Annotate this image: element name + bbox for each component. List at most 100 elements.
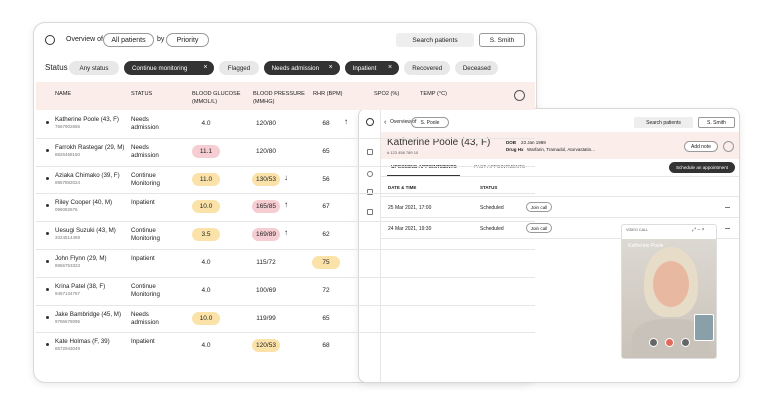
- row-menu[interactable]: [725, 228, 730, 229]
- call-control[interactable]: [665, 338, 674, 347]
- patient-id: 8826458150: [55, 151, 81, 157]
- bp-trend: ↓: [284, 172, 288, 182]
- row-divider: [36, 193, 535, 195]
- patient-status: Needs admission: [131, 143, 159, 159]
- patient-name: Kate Holmas (F, 39): [55, 338, 110, 346]
- vital-value: 120/53: [252, 339, 280, 353]
- tab[interactable]: UPCOMING APPOINTMENTS: [391, 165, 457, 170]
- vital-value: 10.0: [192, 200, 220, 214]
- row-bullet: [46, 343, 49, 347]
- patient-name: Krina Patel (38, F): [55, 282, 106, 290]
- dob-label: DOB: [506, 140, 516, 145]
- patient-select[interactable]: S. Poole: [411, 117, 449, 128]
- patient-status: Inpatient: [131, 255, 155, 262]
- add-note-button[interactable]: Add note: [684, 141, 718, 152]
- patient-name: Farrokh Rastegar (29, M): [55, 143, 125, 151]
- drug-label: Drug Hx: [506, 147, 524, 152]
- patient-id: 6572943049: [55, 346, 81, 352]
- bp-trend: ↑: [284, 228, 288, 238]
- status-chip[interactable]: Inpatient: [344, 61, 399, 75]
- vital-value: 68: [322, 342, 330, 350]
- header-divider: [381, 196, 739, 197]
- row-bullet: [46, 260, 49, 263]
- join-call-button[interactable]: Join call: [526, 202, 552, 212]
- overview-label: Overview of: [390, 119, 417, 125]
- patient-status: Inpatient: [131, 199, 155, 207]
- drug-value: Warfarin, Tramadol, Atorvastatin...: [527, 147, 595, 152]
- patient-id: 8957882024: [55, 179, 81, 185]
- patient-status: Needs admission: [131, 116, 159, 132]
- video-call-title: VIDEO CALL: [626, 228, 649, 232]
- row-divider: [36, 304, 535, 306]
- table-header-band: [36, 82, 535, 110]
- row-divider: [36, 221, 535, 223]
- row-divider: [381, 238, 739, 239]
- appointment-status: Scheduled: [480, 226, 504, 232]
- join-call-button[interactable]: Join call: [526, 223, 552, 233]
- priority-select[interactable]: Priority: [166, 33, 209, 47]
- columns-icon: [514, 90, 525, 101]
- status-chip[interactable]: Any status: [69, 61, 119, 75]
- bp-trend: ↑: [284, 200, 288, 210]
- search-box[interactable]: Search patients: [634, 117, 693, 128]
- appointment-status: Scheduled: [480, 205, 504, 211]
- schedule-button[interactable]: Schedule an appointment: [669, 162, 735, 173]
- patient-status: Inpatient: [131, 338, 155, 346]
- patient-status: Continue Monitoring: [131, 282, 160, 298]
- row-divider: [36, 276, 535, 278]
- sidebar: [359, 109, 381, 382]
- remove-icon: ×: [203, 64, 208, 71]
- sidebar-icon[interactable]: [367, 189, 373, 195]
- vital-value: 3.5: [192, 228, 220, 242]
- sidebar-icon[interactable]: [367, 209, 373, 215]
- logo-icon: [366, 118, 374, 126]
- row-divider: [36, 165, 535, 167]
- status-chip[interactable]: Continue monitoring: [124, 61, 215, 75]
- call-control[interactable]: [649, 338, 658, 347]
- patients-select[interactable]: All patients: [103, 33, 154, 47]
- patient-name: John Flynn (29, M): [55, 255, 107, 262]
- status-chip[interactable]: Deceased: [455, 61, 499, 75]
- rhr-trend: ↑: [344, 117, 348, 126]
- vital-value: 4.0: [201, 259, 211, 266]
- patient-id: 7567902655: [55, 124, 81, 129]
- status-chip[interactable]: Recovered: [404, 61, 451, 75]
- vital-value: 62: [322, 231, 330, 239]
- more-button[interactable]: [723, 141, 734, 152]
- patient-name: Aziaka Chimako (39, F): [55, 171, 120, 179]
- patient-status: Continue Monitoring: [131, 227, 160, 243]
- vital-value: 56: [322, 175, 330, 183]
- vital-value: 11.1: [192, 144, 220, 158]
- patient-id: 3324514459: [55, 235, 81, 241]
- tab[interactable]: PAST APPOINTMENTS: [474, 165, 526, 170]
- column-header: NAME: [55, 91, 72, 97]
- patient-id: 9786678095: [55, 318, 81, 324]
- user-button[interactable]: S. Smith: [479, 33, 525, 47]
- remove-icon: ×: [328, 64, 333, 71]
- search-box[interactable]: Search patients: [396, 33, 474, 47]
- vital-value: 4.0: [201, 286, 211, 294]
- user-button[interactable]: S. Smith: [698, 117, 735, 128]
- caller-face: [653, 261, 689, 307]
- vital-value: 100/69: [256, 286, 276, 294]
- vital-value: 169/89: [252, 228, 280, 242]
- column-header: BLOOD GLUCOSE (MMOL/L): [192, 91, 241, 105]
- sidebar-icon[interactable]: [367, 171, 373, 177]
- sidebar-icon[interactable]: [367, 149, 373, 155]
- patient-id: 9467134767: [55, 290, 81, 296]
- self-view: [694, 314, 714, 341]
- patient-id: 096082676: [55, 207, 78, 213]
- appointment-datetime: 24 Mar 2021, 19:30: [388, 226, 432, 232]
- call-control[interactable]: [681, 338, 690, 347]
- column-header: BLOOD PRESSURE (MMHG): [253, 91, 305, 105]
- row-bullet: [46, 232, 49, 236]
- patient-card: ‹ Overview of S. Poole Search patients S. Sm…: [358, 108, 740, 383]
- status-chip[interactable]: Flagged: [219, 61, 259, 75]
- status-chip[interactable]: Needs admission: [263, 61, 340, 75]
- patient-name: Katherine Poole (43, F): [387, 137, 491, 148]
- row-menu[interactable]: [725, 207, 730, 208]
- vital-value: 67: [322, 203, 330, 211]
- vital-value: 4.0: [201, 342, 211, 350]
- patient-status: Continue Monitoring: [131, 171, 160, 187]
- vital-value: 120/80: [256, 120, 276, 127]
